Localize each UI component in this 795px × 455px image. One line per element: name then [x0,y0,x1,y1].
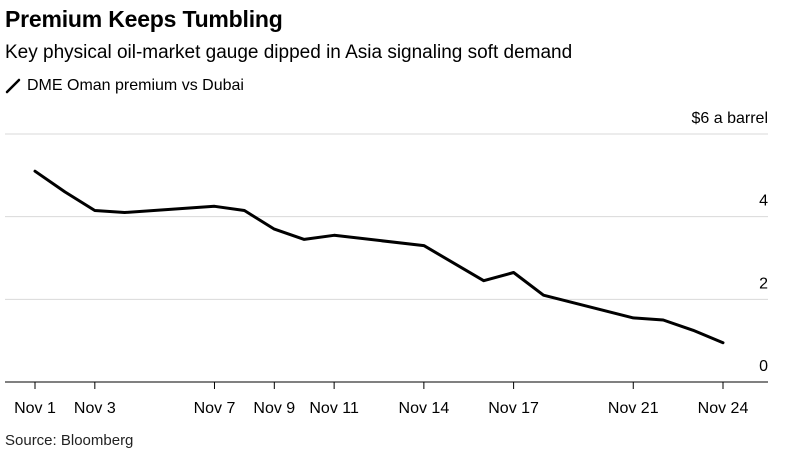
series-line [33,169,725,345]
y-tick-label: 0 [759,358,768,375]
chart-subtitle: Key physical oil-market gauge dipped in … [5,42,573,63]
x-tick-label: Nov 3 [74,400,116,417]
legend-line-icon [5,78,21,94]
y-tick-label: 4 [759,193,768,210]
chart-title: Premium Keeps Tumbling [5,6,283,32]
x-tick-label: Nov 11 [309,400,359,417]
x-tick-label: Nov 9 [253,400,295,417]
x-tick-label: Nov 1 [14,400,56,417]
x-tick-label: Nov 24 [698,400,749,417]
y-tick-label: $6 a barrel [692,110,769,127]
x-tick-label: Nov 7 [194,400,236,417]
source-note: Source: Bloomberg [5,432,134,449]
x-tick-label: Nov 21 [608,400,659,417]
x-tick-label: Nov 17 [488,400,539,417]
legend: DME Oman premium vs Dubai [5,76,244,96]
y-tick-label: 2 [759,275,768,292]
legend-label: DME Oman premium vs Dubai [27,77,244,94]
x-tick-label: Nov 14 [399,400,450,417]
